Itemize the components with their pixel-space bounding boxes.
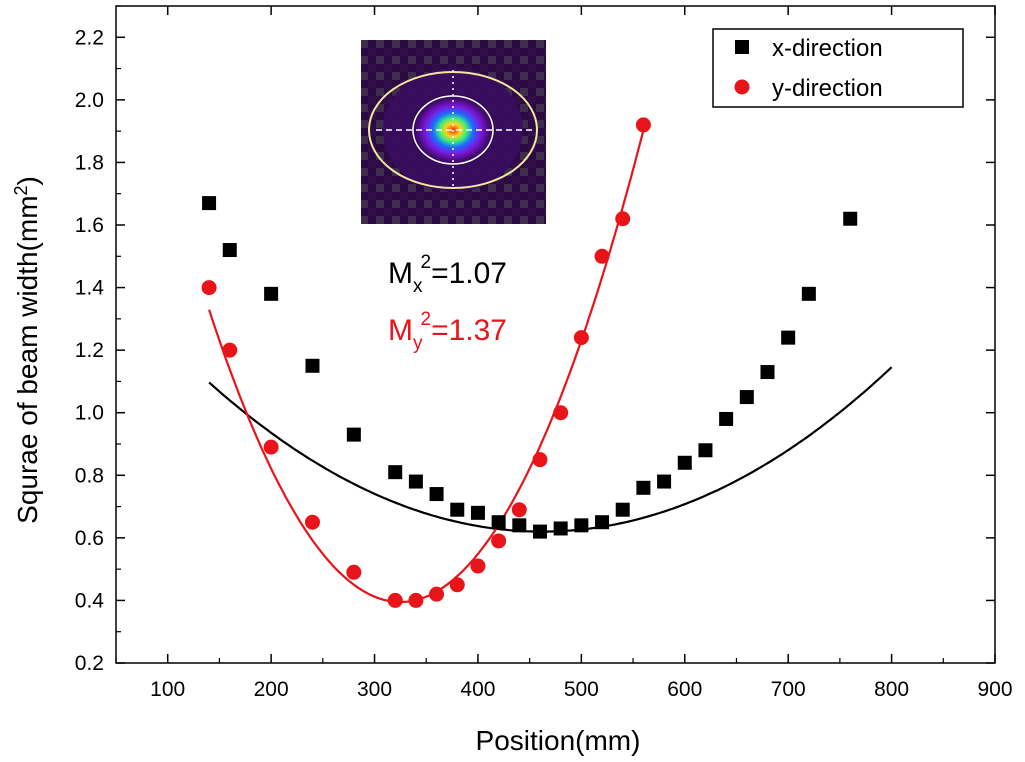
annotation-my2-main: M [388,314,413,347]
axes-layer: 100 200 300 400 500 600 700 800 900 0.2 0.4 0.6 0.8 1… [75,5,1013,701]
x-direction-point [553,521,568,536]
x-tick-label: 300 [357,678,392,701]
y-tick-label: 0.4 [75,589,105,612]
y-direction-point [222,342,238,358]
fit-curve-y-direction [208,122,647,604]
y-tick-label: 0.6 [75,527,104,550]
x-direction-point [305,358,320,373]
plot-layer [201,117,893,608]
x-direction-point [222,243,237,258]
legend-marker-x-direction [735,40,749,54]
x-direction-point [760,365,775,380]
y-direction-point [304,514,320,530]
y-direction-point [263,439,279,455]
y-direction-point [387,592,403,608]
legend-label-y-direction: y-direction [772,75,883,102]
y-direction-point [594,248,610,264]
annotation-my2-value: =1.37 [431,314,507,347]
x-direction-point [574,518,589,533]
x-direction-point [595,515,610,530]
y-tick-label: 2.2 [75,26,104,49]
x-direction-point [698,443,713,458]
x-direction-point [388,465,403,480]
x-direction-point [346,427,361,442]
x-direction-point [264,286,279,301]
x-direction-point [636,480,651,495]
fit-curve-x-direction [208,366,893,533]
y-axis-title-main: Squrae of beam width(mm [12,195,43,523]
annotation-mx2: Mx 2=1.07 [388,252,507,297]
legend-label-x-direction: x-direction [772,35,883,62]
annotation-mx2-sup: 2 [421,252,432,273]
y-direction-point [491,533,507,549]
y-tick-label: 1.4 [75,277,105,300]
annotation-my2: My 2=1.37 [388,309,507,354]
y-tick-label: 0.2 [75,652,104,675]
y-direction-point [635,117,651,133]
annotation-my2-text: My 2=1.37 [388,309,507,354]
x-direction-point [532,524,547,539]
y-tick-label: 1.2 [75,339,104,362]
x-direction-point [202,196,217,211]
x-axis-title: Position(mm) [476,725,641,756]
x-direction-point [470,505,485,520]
annotation-my2-sup: 2 [421,309,432,330]
legend: x-direction y-direction [712,28,964,108]
y-direction-point [408,592,424,608]
x-tick-label: 600 [667,678,702,701]
x-tick-label: 800 [874,678,909,701]
y-tick-label: 1.0 [75,402,104,425]
x-direction-point [450,502,465,517]
x-direction-point [408,474,423,489]
y-direction-point [553,405,569,421]
x-direction-point [615,502,630,517]
y-axis-title: Squrae of beam width(mm2) [11,176,43,524]
y-tick-label: 1.6 [75,214,104,237]
y-axis-title-sup: 2 [11,185,31,195]
x-direction-point [429,487,444,502]
y-tick-label: 1.8 [75,151,104,174]
x-tick-label: 900 [977,678,1012,701]
plot-frame [115,5,996,664]
x-tick-label: 500 [564,678,599,701]
y-direction-point [532,452,548,468]
x-direction-point [491,515,506,530]
y-direction-point [449,577,465,593]
y-direction-point [429,586,445,602]
x-direction-point [677,455,692,470]
annotation-my2-sub: y [413,333,423,354]
x-tick-label: 200 [254,678,289,701]
beam-profile-inset [361,40,546,224]
x-direction-point [512,518,527,533]
x-direction-point [657,474,672,489]
annotation-mx2-text: Mx 2=1.07 [388,252,507,297]
y-axis-title-close: ) [12,176,43,185]
annotation-mx2-sub: x [413,276,423,297]
x-tick-label: 100 [150,678,185,701]
y-direction-point [346,564,362,580]
y-direction-point [470,558,486,574]
y-tick-label: 0.8 [75,464,104,487]
x-direction-point [719,411,734,426]
x-direction-point [843,211,858,226]
x-direction-point [739,390,754,405]
y-direction-point [573,330,589,346]
x-direction-point [801,286,816,301]
x-tick-label: 400 [460,678,495,701]
y-tick-label: 2.0 [75,89,104,112]
annotation-mx2-value: =1.07 [431,257,507,290]
annotation-mx2-main: M [388,257,413,290]
y-direction-point [511,502,527,518]
x-tick-label: 700 [771,678,806,701]
y-direction-point [615,211,631,227]
y-direction-point [201,280,217,296]
x-direction-point [781,330,796,345]
legend-box [712,28,964,108]
legend-marker-y-direction [734,79,750,95]
